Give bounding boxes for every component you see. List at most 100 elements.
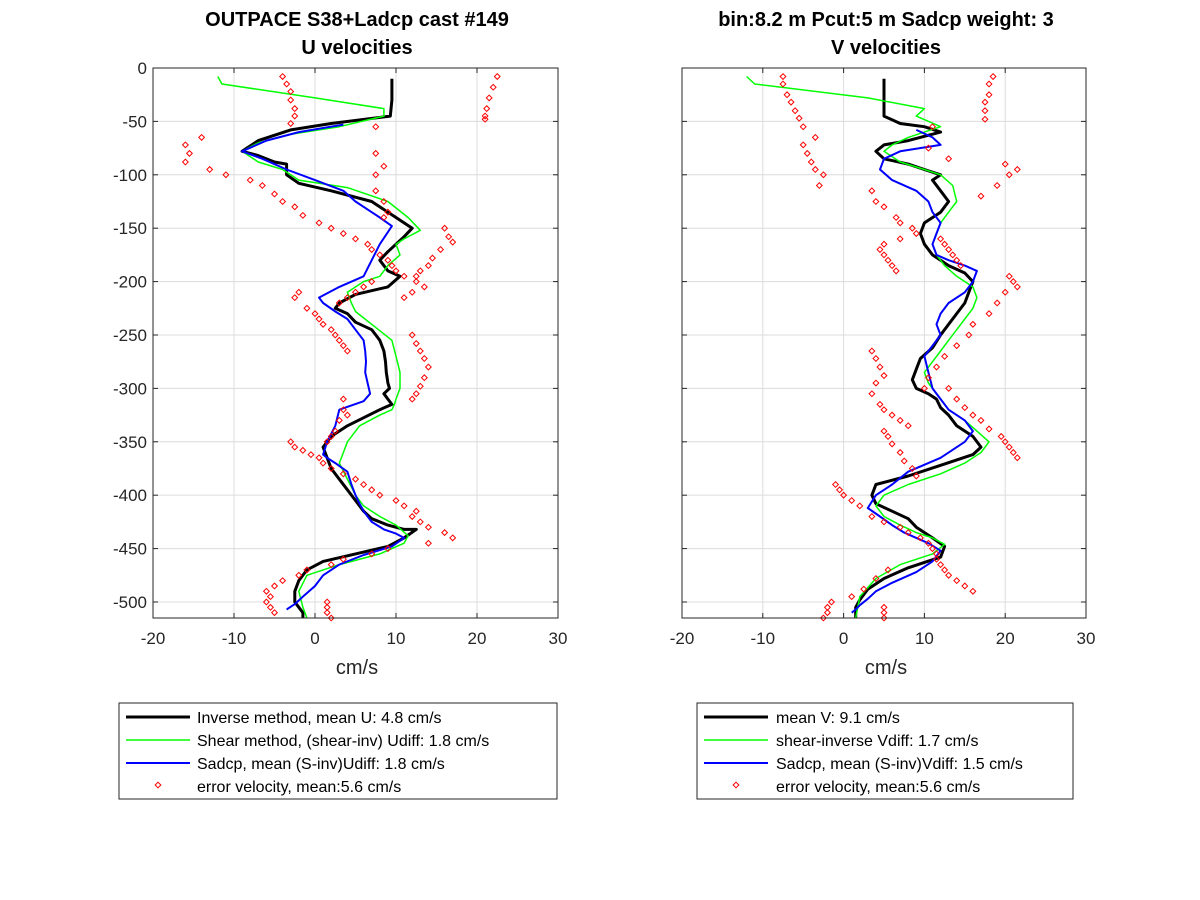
right-error-velocity-marker-102 (932, 550, 941, 558)
right-error-velocity-marker-70 (896, 416, 904, 424)
left-ytick-label-8: -400 (113, 486, 147, 505)
left-error-velocity-marker-90 (299, 446, 307, 454)
right-error-velocity-marker-25 (1005, 171, 1013, 179)
left-legend: Inverse method, mean U: 4.8 cm/s Shear m… (118, 702, 558, 800)
left-error-velocity-marker-97 (360, 480, 368, 489)
left-error-velocity-marker-75 (420, 354, 428, 363)
right-error-velocity-marker-8 (985, 80, 993, 88)
left-error-velocity-marker-58 (351, 288, 360, 296)
right-error-velocity-marker-86 (896, 448, 904, 457)
right-error-velocity-marker-59 (924, 374, 932, 382)
right-error-velocity-marker-106 (945, 571, 953, 579)
left-error-velocity-marker-48 (441, 224, 449, 232)
left-error-velocity-marker-59 (343, 294, 351, 302)
right-error-velocity-marker-114 (827, 598, 836, 606)
left-error-velocity-marker-72 (408, 331, 416, 339)
right-error-velocity-marker-10 (981, 98, 989, 106)
left-error-velocity-marker-42 (408, 288, 416, 296)
left-error-velocity-marker-101 (400, 502, 408, 510)
right-error-velocity-marker-14 (811, 133, 819, 141)
left-error-velocity-marker-30 (327, 224, 335, 232)
left-error-velocity-marker-109 (384, 545, 392, 553)
right-error-velocity-marker-49 (1009, 278, 1017, 286)
left-legend-inverse: Inverse method, mean U: 4.8 cm/s (197, 710, 442, 727)
right-error-velocity-marker-100 (924, 539, 932, 547)
right-error-velocity-marker-120 (880, 614, 888, 622)
right-error-velocity-marker-15 (799, 141, 807, 149)
right-error-velocity-marker-33 (908, 224, 916, 232)
right-error-velocity-marker-112 (860, 585, 868, 593)
left-error-velocity-marker-64 (311, 310, 319, 318)
left-error-velocity-marker-20 (246, 176, 254, 184)
left-error-velocity-marker-84 (335, 416, 343, 424)
left-error-velocity-marker-7 (493, 73, 501, 81)
left-error-velocity-marker-14 (198, 133, 206, 141)
left-legend-box (118, 702, 558, 800)
right-error-velocity-marker-93 (848, 496, 856, 505)
left-error-velocity-marker-23 (372, 171, 380, 179)
right-error-velocity-marker-34 (912, 229, 920, 238)
right-error-velocity-marker-72 (945, 384, 953, 392)
left-error-velocity-marker-38 (392, 267, 400, 275)
legend-swatch-error-v (732, 781, 740, 789)
left-error-velocity-marker-99 (376, 491, 384, 499)
left-error-velocity-marker-63 (303, 304, 311, 312)
right-xtick-label-3: 10 (915, 629, 934, 648)
left-ytick-label-0: 0 (138, 59, 147, 78)
left-error-velocity-marker-22 (380, 162, 388, 170)
right-error-velocity-marker-101 (928, 545, 937, 553)
right-shear-line (746, 75, 990, 619)
left-axes-box (152, 67, 559, 619)
right-title-line1: bin:8.2 m Pcut:5 m Sadcp weight: 3 (718, 9, 1054, 31)
right-error-velocity-marker-23 (1001, 160, 1009, 168)
right-error-velocity-marker-21 (924, 144, 932, 152)
left-error-velocity-marker-108 (424, 539, 432, 547)
right-legend-sadcp: Sadcp, mean (S-inv)Vdiff: 1.5 cm/s (776, 756, 1023, 773)
right-error-velocity-marker-41 (896, 235, 904, 243)
right-xtick-label-4: 20 (996, 629, 1015, 648)
right-error-velocity-marker-109 (969, 587, 977, 595)
left-error-velocity-marker-57 (360, 283, 368, 291)
right-error-velocity-marker-116 (823, 609, 831, 617)
left-error-velocity-marker-40 (412, 278, 420, 286)
right-error-velocity-marker-47 (892, 267, 900, 275)
right-error-velocity-marker-110 (884, 566, 892, 574)
left-error-velocity-marker-62 (291, 294, 299, 302)
right-error-velocity-marker-62 (872, 354, 880, 363)
left-error-velocity-marker-87 (323, 438, 331, 446)
left-error-velocity-marker-77 (420, 374, 428, 382)
left-error-velocity-marker-55 (412, 272, 420, 280)
right-error-velocity-marker-71 (904, 422, 912, 430)
right-error-velocity-marker-53 (985, 310, 993, 318)
left-error-velocity-marker-113 (303, 566, 311, 574)
left-xtick-label-1: -10 (222, 629, 247, 648)
left-error-velocity-marker-88 (287, 438, 295, 446)
left-error-velocity-marker-65 (315, 315, 323, 323)
left-error-velocity-marker-121 (270, 609, 279, 617)
left-error-velocity-marker-94 (327, 464, 335, 473)
right-error-velocity-marker-4 (791, 107, 799, 115)
left-error-velocity-marker-32 (351, 235, 360, 243)
left-error-velocity-marker-89 (291, 443, 299, 451)
left-x-axis-label: cm/s (336, 657, 378, 679)
left-error-velocity-marker-102 (412, 507, 420, 515)
right-error-velocity-marker-60 (920, 384, 928, 392)
right-error-velocity-marker-16 (803, 149, 811, 157)
left-sadcp-line (241, 123, 406, 611)
right-error-velocity-marker-77 (985, 425, 993, 433)
left-error-velocity-marker-1 (283, 80, 291, 88)
left-error-velocity-marker-19 (222, 171, 230, 179)
right-error-velocity-marker-97 (896, 523, 904, 531)
left-error-velocity-marker-29 (315, 219, 323, 227)
left-error-velocity-marker-18 (206, 165, 214, 173)
left-error-velocity-marker-13 (372, 123, 380, 131)
left-error-velocity-marker-71 (343, 347, 351, 355)
right-error-velocity-marker-104 (937, 561, 945, 569)
right-legend-error: error velocity, mean:5.6 cm/s (776, 779, 980, 796)
right-error-velocity-marker-94 (856, 502, 864, 510)
left-error-velocity-marker-46 (384, 208, 392, 216)
right-error-velocity-marker-9 (985, 91, 993, 99)
right-error-velocity-marker-92 (840, 491, 848, 499)
left-error-velocity-marker-118 (266, 593, 274, 601)
left-error-velocity-marker-56 (368, 278, 376, 286)
